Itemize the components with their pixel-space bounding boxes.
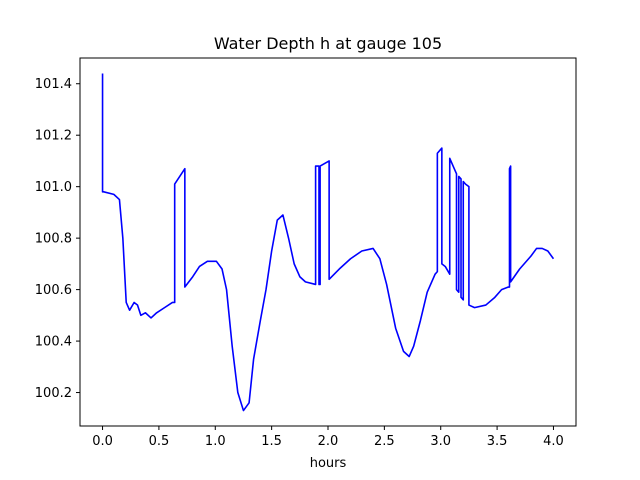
y-tick-label: 100.2 <box>35 386 72 401</box>
x-tick-label: 4.0 <box>543 434 564 449</box>
plot-area <box>79 57 577 427</box>
x-tick-label: 3.5 <box>487 434 508 449</box>
chart-title: Water Depth h at gauge 105 <box>214 34 442 53</box>
x-axis: 0.0 0.5 1.0 1.5 2.0 2.5 3.0 3.5 4.0 <box>92 426 564 449</box>
x-tick-label: 1.5 <box>261 434 282 449</box>
x-tick-label: 2.0 <box>318 434 339 449</box>
y-tick-label: 101.4 <box>35 77 72 92</box>
x-axis-label: hours <box>310 456 347 471</box>
series-layer <box>101 73 555 412</box>
y-tick-label: 100.4 <box>35 335 72 350</box>
x-tick-label: 2.5 <box>374 434 395 449</box>
y-tick-label: 100.8 <box>35 232 72 247</box>
x-tick-label: 1.0 <box>205 434 226 449</box>
y-tick-label: 101.2 <box>35 129 72 144</box>
series-line-0 <box>101 73 555 412</box>
x-tick-label: 0.0 <box>92 434 113 449</box>
y-tick-label: 101.0 <box>35 180 72 195</box>
y-axis: 100.2 100.4 100.6 100.8 101.0 101.2 101.4 <box>35 77 80 401</box>
y-tick-label: 100.6 <box>35 283 72 298</box>
x-tick-label: 0.5 <box>149 434 170 449</box>
x-tick-label: 3.0 <box>430 434 451 449</box>
